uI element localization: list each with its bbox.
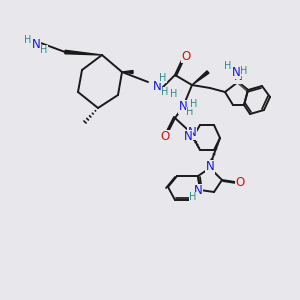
Text: N: N — [234, 70, 242, 83]
Text: N: N — [153, 80, 162, 94]
Text: H: H — [40, 45, 48, 55]
Text: N: N — [194, 184, 202, 197]
Text: N: N — [188, 127, 196, 140]
Text: O: O — [160, 130, 169, 143]
Text: O: O — [236, 176, 244, 190]
Text: H: H — [170, 89, 178, 99]
Text: N: N — [206, 160, 214, 173]
Text: H: H — [161, 87, 168, 97]
Polygon shape — [122, 70, 133, 74]
Text: H: H — [189, 192, 197, 202]
Polygon shape — [192, 71, 209, 85]
Text: H: H — [186, 107, 194, 117]
Text: H: H — [224, 61, 232, 71]
Text: H: H — [159, 73, 167, 83]
Text: H: H — [190, 99, 198, 109]
Text: O: O — [182, 50, 190, 62]
Text: N: N — [184, 130, 192, 143]
Text: H: H — [24, 35, 32, 45]
Text: N: N — [178, 100, 188, 113]
Text: N: N — [32, 38, 40, 52]
Text: H: H — [240, 66, 248, 76]
Polygon shape — [65, 50, 102, 55]
Text: N: N — [232, 65, 240, 79]
